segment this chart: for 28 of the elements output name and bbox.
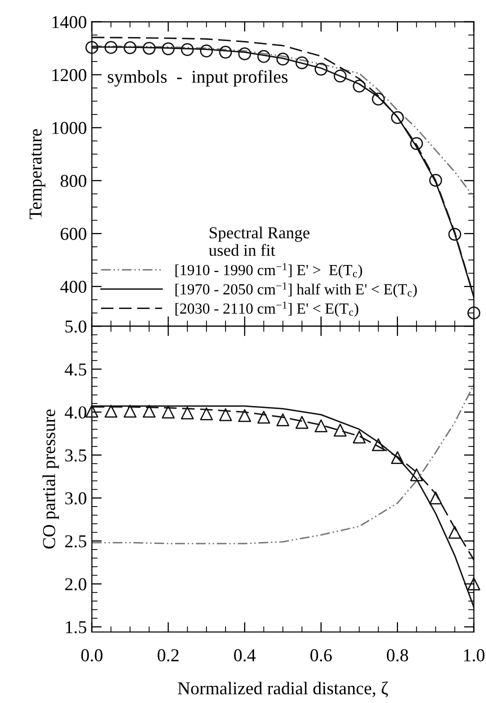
annotation: symbols - input profiles <box>108 70 288 87</box>
x-tick-label: 0.4 <box>234 649 256 662</box>
y-tick-label: 5.0 <box>65 320 86 333</box>
y-axis-title: CO partial pressure <box>42 410 59 549</box>
y-tick-label: 400 <box>60 280 86 293</box>
x-tick-label: 0.2 <box>158 649 179 662</box>
y-axis-title: Temperature <box>30 129 46 220</box>
x-tick-label: 0.0 <box>81 649 102 662</box>
y-tick-label: 800 <box>60 174 86 188</box>
x-tick-label: 0.8 <box>386 649 408 662</box>
legend-label: [2030 - 2110 cm$^{−1}$] E' < E(T$_{c}$) <box>175 302 358 317</box>
legend-label: [1910 - 1990 cm$^{−1}$] E' > E(T$_{c}$) <box>175 263 362 278</box>
y-tick-label: 4.5 <box>64 364 86 376</box>
y-tick-label: 1400 <box>52 16 86 28</box>
y-tick-label: 3.5 <box>65 449 86 462</box>
x-tick-label: 1.0 <box>464 649 484 662</box>
y-tick-label: 4.0 <box>64 406 86 419</box>
y-tick-label: 2.0 <box>65 578 86 590</box>
y-tick-label: 3.0 <box>65 492 86 505</box>
y-tick-label: 1200 <box>52 68 86 82</box>
legend-label: [1970 - 2050 cm$^{−1}$] half with E' < E(T$_{c}$) <box>175 282 417 298</box>
legend-title: Spectral Range used in fit <box>208 226 310 256</box>
y-tick-label: 2.5 <box>65 535 86 548</box>
y-tick-label: 1.5 <box>66 621 86 634</box>
y-tick-label: 1000 <box>52 122 86 134</box>
x-axis-title: Normalized radial distance, ζ <box>178 682 388 698</box>
y-tick-label: 600 <box>60 228 86 240</box>
x-tick-label: 0.6 <box>310 649 332 662</box>
